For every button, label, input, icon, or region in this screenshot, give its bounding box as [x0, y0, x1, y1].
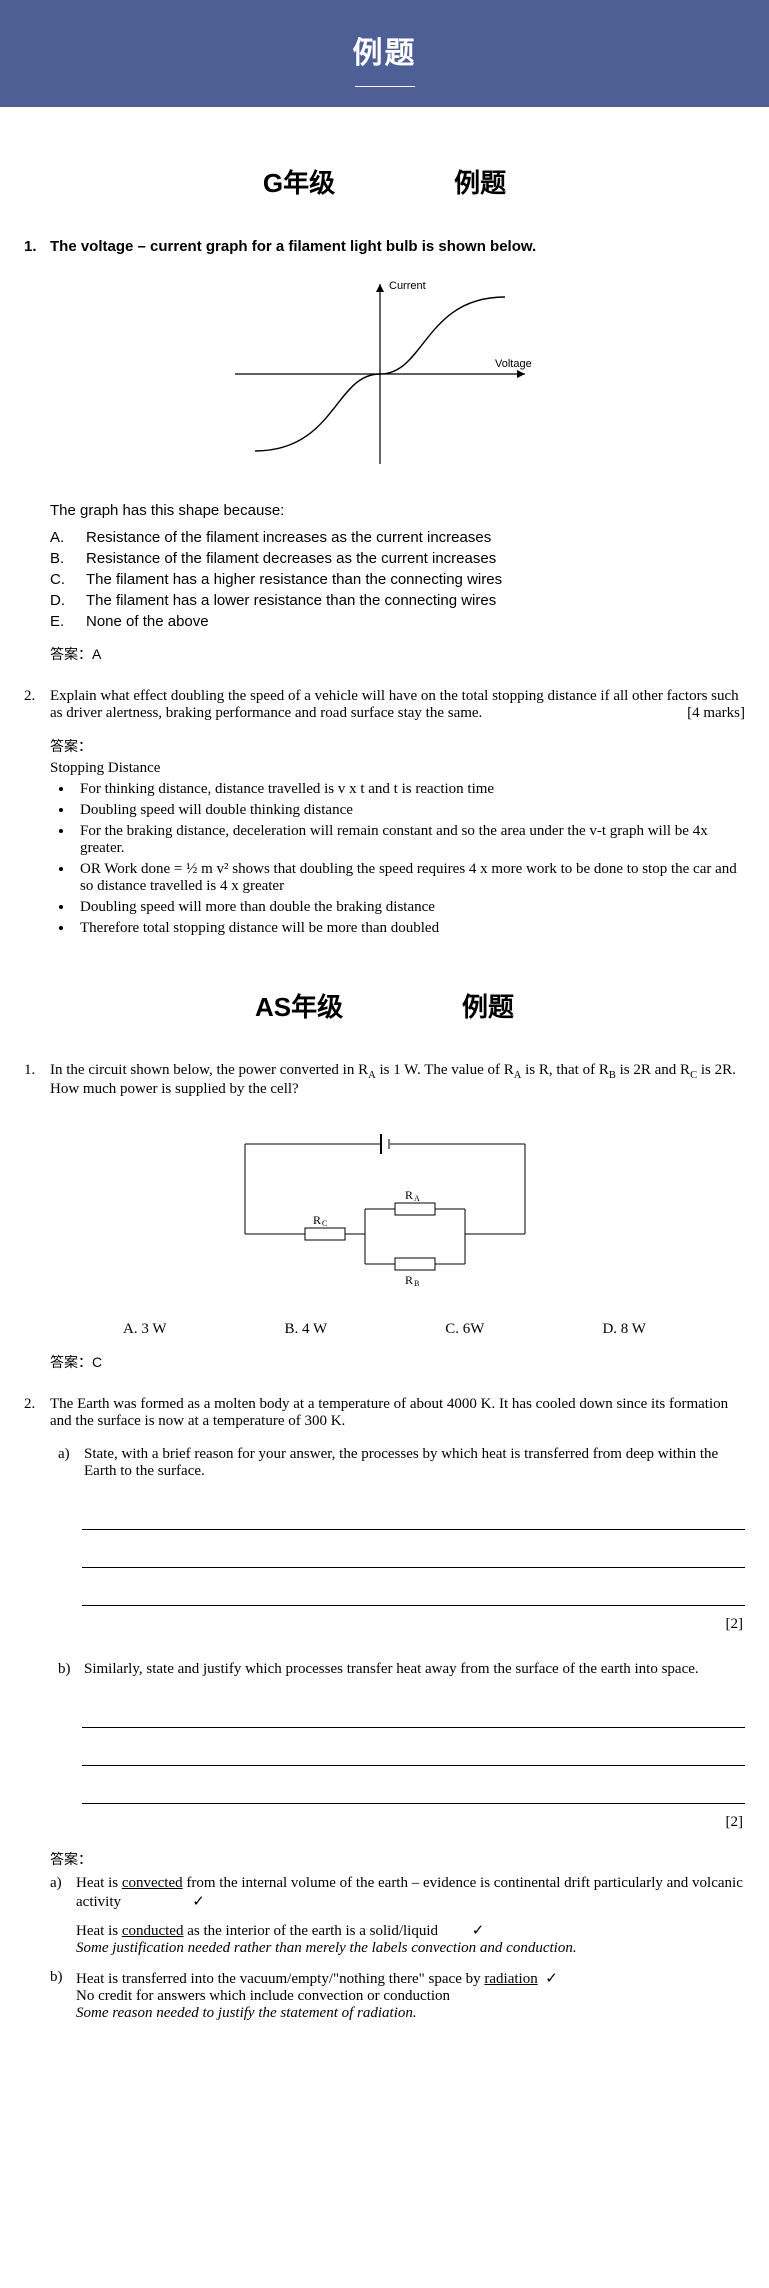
q1-answer: 答案：A	[50, 644, 745, 664]
vi-curve-svg: Current Voltage	[205, 269, 565, 479]
opt-a: A.Resistance of the filament increases a…	[50, 529, 745, 546]
q2-subtitle: Stopping Distance	[50, 760, 745, 777]
q2-b2: Doubling speed will double thinking dist…	[74, 802, 745, 819]
answer-line	[82, 1778, 745, 1804]
q2-number: 2.	[24, 688, 50, 722]
q4a-label: a)	[58, 1446, 84, 1480]
answer-line	[82, 1580, 745, 1606]
question-1: 1. The voltage – current graph for a fil…	[24, 238, 745, 255]
answer-line	[82, 1504, 745, 1530]
opt-e: E.None of the above	[50, 613, 745, 630]
q4b-lines: [2]	[82, 1702, 745, 1831]
tick-icon: ✓	[192, 1893, 205, 1910]
question-2: 2. Explain what effect doubling the spee…	[24, 688, 745, 722]
q2-ans-label: 答案：	[50, 736, 745, 756]
banner-title: 例题	[0, 28, 769, 72]
q4-ans-label: 答案：	[50, 1849, 745, 1869]
axis-y-label: Current	[389, 280, 426, 292]
answer-line	[82, 1702, 745, 1728]
q4b-marks: [2]	[82, 1814, 743, 1831]
q4b-text: Similarly, state and justify which proce…	[84, 1661, 745, 1678]
q1-number: 1.	[24, 238, 50, 255]
question-4: 2. The Earth was formed as a molten body…	[24, 1396, 745, 1430]
q3-options: A. 3 W B. 4 W C. 6W D. 8 W	[64, 1321, 705, 1338]
svg-text:A: A	[414, 1194, 420, 1203]
grade-as: AS年级	[255, 987, 343, 1024]
q4-answers: a) Heat is convected from the internal v…	[50, 1875, 745, 2022]
section-label-as: 例题	[462, 987, 514, 1024]
q3-number: 1.	[24, 1062, 50, 1098]
q1-text: The voltage – current graph for a filame…	[50, 238, 745, 255]
q4-text: The Earth was formed as a molten body at…	[50, 1396, 745, 1430]
header-banner: 例题	[0, 0, 769, 107]
svg-text:R: R	[405, 1273, 413, 1287]
circuit-svg: R C R A R B	[195, 1114, 575, 1304]
q1-graph: Current Voltage	[24, 269, 745, 484]
q4-number: 2.	[24, 1396, 50, 1430]
q2-b1: For thinking distance, distance travelle…	[74, 781, 745, 798]
tick-icon: ✓	[472, 1922, 485, 1939]
circuit-diagram: R C R A R B	[24, 1114, 745, 1309]
q3-b: B. 4 W	[285, 1321, 328, 1338]
q2-b3: For the braking distance, deceleration w…	[74, 823, 745, 857]
q1-caption: The graph has this shape because:	[50, 502, 745, 519]
svg-text:R: R	[313, 1213, 321, 1227]
q2-body: Explain what effect doubling the speed o…	[50, 688, 745, 722]
q4-ans-b: b) Heat is transferred into the vacuum/e…	[50, 1969, 745, 2022]
q4-part-b: b) Similarly, state and justify which pr…	[58, 1661, 745, 1678]
question-3: 1. In the circuit shown below, the power…	[24, 1062, 745, 1098]
q1-options: A.Resistance of the filament increases a…	[50, 529, 745, 630]
q2-bullets: For thinking distance, distance travelle…	[74, 781, 745, 937]
q3-c: C. 6W	[445, 1321, 484, 1338]
q2-text: Explain what effect doubling the speed o…	[50, 688, 739, 721]
q2-b5: Doubling speed will more than double the…	[74, 899, 745, 916]
svg-text:R: R	[405, 1188, 413, 1202]
q4-part-a: a) State, with a brief reason for your a…	[58, 1446, 745, 1480]
section-heading-as: AS年级 例题	[24, 987, 745, 1024]
svg-text:B: B	[414, 1279, 419, 1288]
page-content: G年级 例题 1. The voltage – current graph fo…	[0, 107, 769, 2078]
q4a-text: State, with a brief reason for your answ…	[84, 1446, 745, 1480]
axis-x-label: Voltage	[495, 358, 532, 370]
answer-line	[82, 1740, 745, 1766]
tick-icon: ✓	[545, 1970, 558, 1987]
q3-a: A. 3 W	[123, 1321, 166, 1338]
q3-answer: 答案：C	[50, 1352, 745, 1372]
svg-text:C: C	[322, 1219, 327, 1228]
opt-d: D.The filament has a lower resistance th…	[50, 592, 745, 609]
opt-c: C.The filament has a higher resistance t…	[50, 571, 745, 588]
q4b-label: b)	[58, 1661, 84, 1678]
banner-divider	[355, 86, 415, 87]
q4b-note: Some reason needed to justify the statem…	[76, 2005, 417, 2021]
q2-marks: [4 marks]	[687, 705, 745, 722]
q4a-lines: [2]	[82, 1504, 745, 1633]
answer-line	[82, 1542, 745, 1568]
section-heading-g: G年级 例题	[24, 163, 745, 200]
opt-b: B.Resistance of the filament decreases a…	[50, 550, 745, 567]
section-label-g: 例题	[454, 163, 506, 200]
q4a-note: Some justification needed rather than me…	[76, 1940, 577, 1956]
q3-text: In the circuit shown below, the power co…	[50, 1062, 745, 1098]
q4a-marks: [2]	[82, 1616, 743, 1633]
q2-b6: Therefore total stopping distance will b…	[74, 920, 745, 937]
q2-b4: OR Work done = ½ m v² shows that doublin…	[74, 861, 745, 895]
q3-d: D. 8 W	[602, 1321, 645, 1338]
q4-ans-a: a) Heat is convected from the internal v…	[50, 1875, 745, 1957]
grade-g: G年级	[263, 163, 335, 200]
